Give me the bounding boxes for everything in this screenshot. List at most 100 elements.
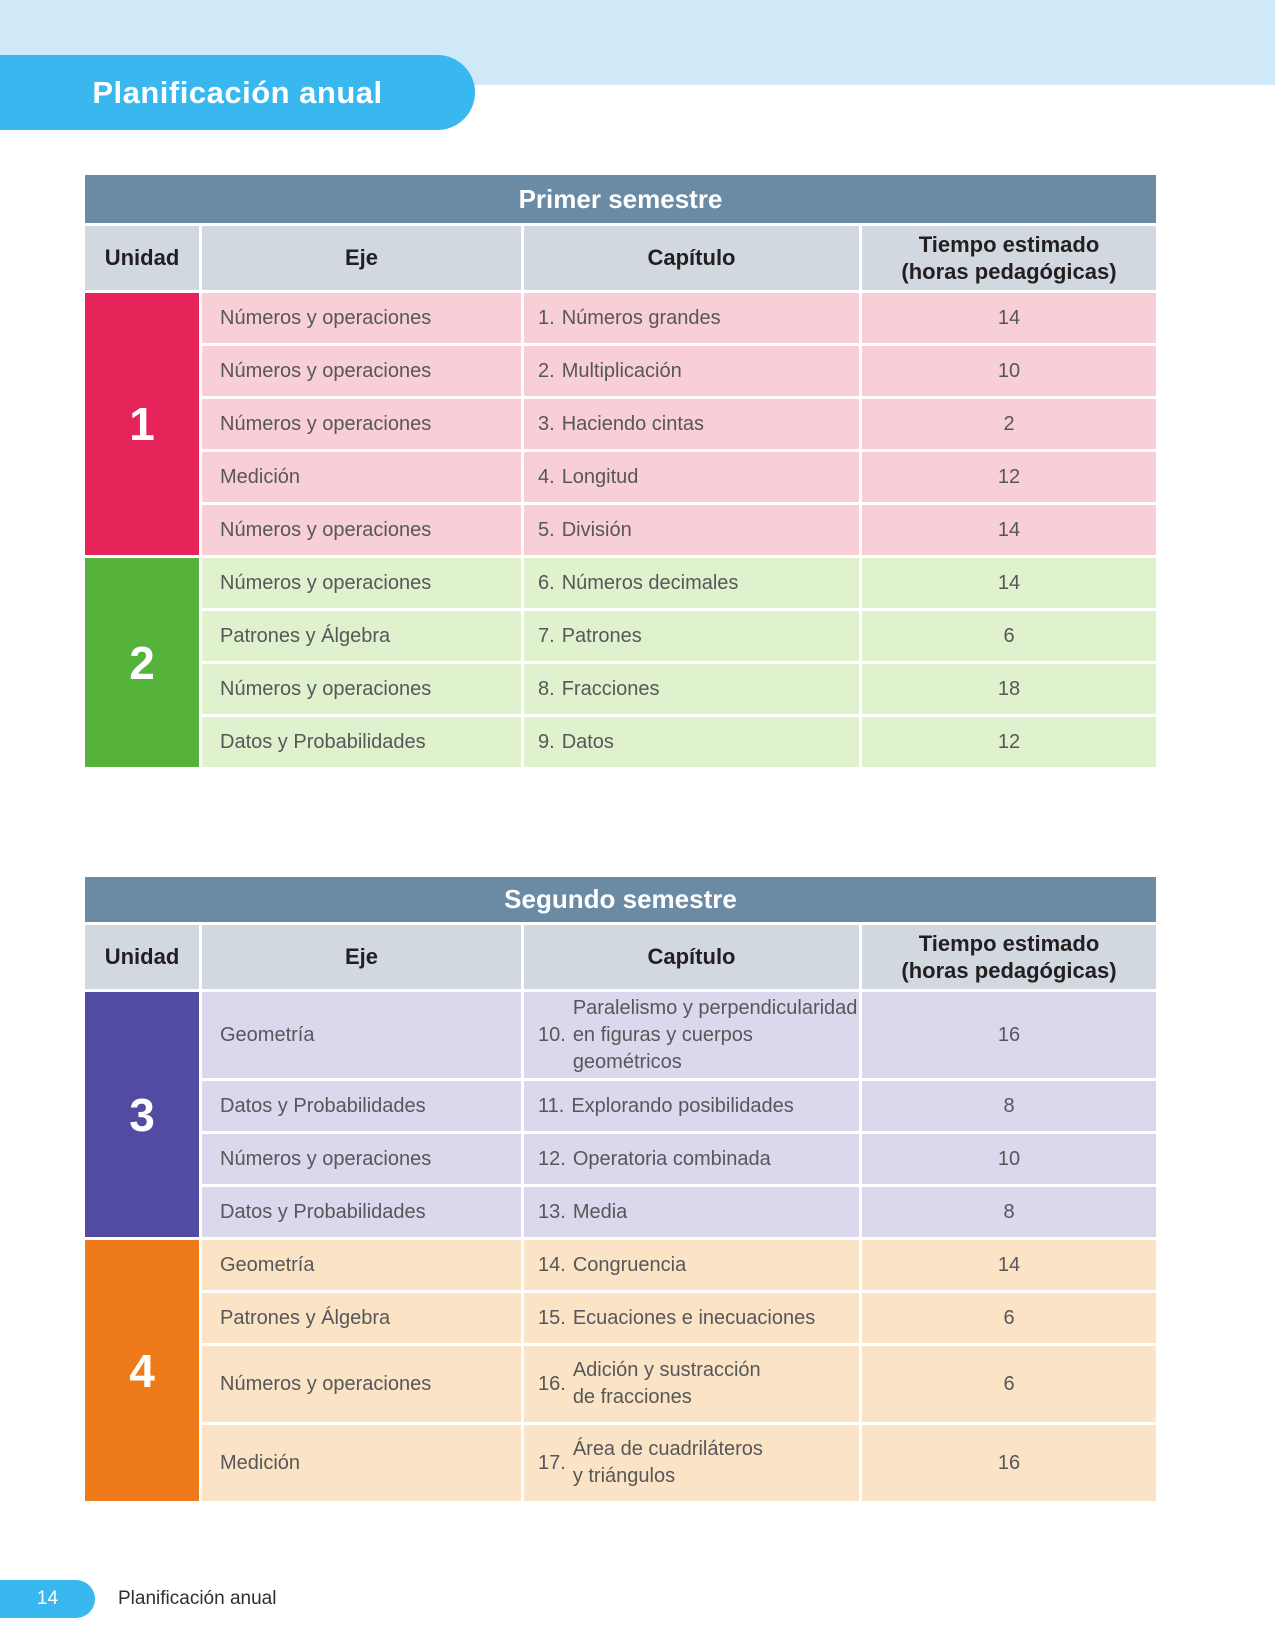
table-row: Medición 4. Longitud 12 <box>202 452 1156 502</box>
horas-cell: 14 <box>862 1240 1156 1290</box>
table-row: Datos y Probabilidades 11. Explorando po… <box>202 1081 1156 1131</box>
unit-3-rows: Geometría 10. Paralelismo y perpendicula… <box>202 992 1156 1237</box>
chapter-title: Fracciones <box>561 677 660 700</box>
tiempo-line2: (horas pedagógicas) <box>901 259 1117 284</box>
chapter-number: 12. <box>538 1147 566 1170</box>
semester-title: Primer semestre <box>85 175 1156 223</box>
chapter-number: 9. <box>538 730 555 753</box>
chapter-title: Paralelismo y perpendicularidad en figur… <box>572 996 858 1073</box>
unit-1-rows: Números y operaciones 1. Números grandes… <box>202 293 1156 555</box>
chapter-number: 10. <box>538 1023 566 1046</box>
chapter-title: Longitud <box>561 465 639 488</box>
capitulo-cell: 6. Números decimales <box>524 558 859 608</box>
eje-cell: Datos y Probabilidades <box>202 717 521 767</box>
table-row: Geometría 14. Congruencia 14 <box>202 1240 1156 1290</box>
page-title-pill: Planificación anual <box>0 55 475 130</box>
chapter-number: 17. <box>538 1451 566 1474</box>
page-number: 14 <box>36 1588 59 1609</box>
footer-section-label: Planificación anual <box>118 1588 277 1609</box>
column-header-eje: Eje <box>202 925 521 989</box>
table-row: Números y operaciones 16. Adición y sust… <box>202 1346 1156 1422</box>
table-row: Datos y Probabilidades 13. Media 8 <box>202 1187 1156 1237</box>
capitulo-cell: 10. Paralelismo y perpendicularidad en f… <box>524 992 859 1078</box>
table-primer-semestre: Primer semestre Unidad Eje Capítulo Tiem… <box>85 175 1156 767</box>
horas-cell: 16 <box>862 1425 1156 1501</box>
table-row: Patrones y Álgebra 7. Patrones 6 <box>202 611 1156 661</box>
table-row: Números y operaciones 6. Números decimal… <box>202 558 1156 608</box>
horas-cell: 12 <box>862 717 1156 767</box>
unit-2-block: 2 Números y operaciones 6. Números decim… <box>85 558 1156 767</box>
chapter-number: 3. <box>538 412 555 435</box>
eje-cell: Medición <box>202 1425 521 1501</box>
column-header-tiempo: Tiempo estimado (horas pedagógicas) <box>862 925 1156 989</box>
chapter-title: División <box>561 518 632 541</box>
chapter-number: 4. <box>538 465 555 488</box>
table-segundo-semestre: Segundo semestre Unidad Eje Capítulo Tie… <box>85 877 1156 1501</box>
table-row: Medición 17. Área de cuadriláteros y tri… <box>202 1425 1156 1501</box>
unit-1-number: 1 <box>85 293 199 555</box>
capitulo-cell: 3. Haciendo cintas <box>524 399 859 449</box>
column-header-unidad: Unidad <box>85 925 199 989</box>
eje-cell: Números y operaciones <box>202 293 521 343</box>
eje-cell: Medición <box>202 452 521 502</box>
column-header-capitulo: Capítulo <box>524 925 859 989</box>
horas-cell: 14 <box>862 505 1156 555</box>
capitulo-cell: 7. Patrones <box>524 611 859 661</box>
chapter-title: Congruencia <box>572 1253 687 1276</box>
capitulo-cell: 2. Multiplicación <box>524 346 859 396</box>
eje-cell: Números y operaciones <box>202 399 521 449</box>
chapter-title: Media <box>572 1200 628 1223</box>
unit-2-rows: Números y operaciones 6. Números decimal… <box>202 558 1156 767</box>
unit-4-block: 4 Geometría 14. Congruencia 14 Patrones … <box>85 1240 1156 1501</box>
capitulo-cell: 4. Longitud <box>524 452 859 502</box>
chapter-title: Operatoria combinada <box>572 1147 771 1170</box>
column-header-row: Unidad Eje Capítulo Tiempo estimado (hor… <box>85 925 1156 989</box>
unit-3-number: 3 <box>85 992 199 1237</box>
chapter-number: 2. <box>538 359 555 382</box>
page-number-pill: 14 <box>0 1580 95 1618</box>
chapter-title: Datos <box>561 730 614 753</box>
horas-cell: 14 <box>862 293 1156 343</box>
horas-cell: 14 <box>862 558 1156 608</box>
column-header-tiempo: Tiempo estimado (horas pedagógicas) <box>862 226 1156 290</box>
capitulo-cell: 17. Área de cuadriláteros y triángulos <box>524 1425 859 1501</box>
chapter-title: Multiplicación <box>561 359 682 382</box>
capitulo-cell: 12. Operatoria combinada <box>524 1134 859 1184</box>
chapter-title: Números decimales <box>561 571 739 594</box>
page-title: Planificación anual <box>92 74 383 110</box>
column-header-eje: Eje <box>202 226 521 290</box>
eje-cell: Números y operaciones <box>202 558 521 608</box>
capitulo-cell: 9. Datos <box>524 717 859 767</box>
eje-cell: Números y operaciones <box>202 664 521 714</box>
chapter-number: 13. <box>538 1200 566 1223</box>
chapter-title: Explorando posibilidades <box>571 1094 794 1117</box>
capitulo-cell: 14. Congruencia <box>524 1240 859 1290</box>
unit-4-rows: Geometría 14. Congruencia 14 Patrones y … <box>202 1240 1156 1501</box>
table-row: Números y operaciones 5. División 14 <box>202 505 1156 555</box>
unit-4-number: 4 <box>85 1240 199 1501</box>
eje-cell: Geometría <box>202 1240 521 1290</box>
chapter-number: 6. <box>538 571 555 594</box>
table-row: Números y operaciones 2. Multiplicación … <box>202 346 1156 396</box>
horas-cell: 6 <box>862 1346 1156 1422</box>
eje-cell: Números y operaciones <box>202 1134 521 1184</box>
chapter-title: Área de cuadriláteros y triángulos <box>572 1438 763 1487</box>
table-row: Geometría 10. Paralelismo y perpendicula… <box>202 992 1156 1078</box>
capitulo-cell: 11. Explorando posibilidades <box>524 1081 859 1131</box>
table-row: Números y operaciones 8. Fracciones 18 <box>202 664 1156 714</box>
unit-1-block: 1 Números y operaciones 1. Números grand… <box>85 293 1156 555</box>
eje-cell: Números y operaciones <box>202 1346 521 1422</box>
tiempo-line1: Tiempo estimado <box>918 930 1100 956</box>
capitulo-cell: 5. División <box>524 505 859 555</box>
horas-cell: 18 <box>862 664 1156 714</box>
capitulo-cell: 1. Números grandes <box>524 293 859 343</box>
chapter-number: 7. <box>538 624 555 647</box>
table-row: Datos y Probabilidades 9. Datos 12 <box>202 717 1156 767</box>
chapter-number: 1. <box>538 306 555 329</box>
capitulo-cell: 13. Media <box>524 1187 859 1237</box>
column-header-unidad: Unidad <box>85 226 199 290</box>
chapter-title: Haciendo cintas <box>561 412 704 435</box>
eje-cell: Números y operaciones <box>202 346 521 396</box>
capitulo-cell: 8. Fracciones <box>524 664 859 714</box>
horas-cell: 10 <box>862 346 1156 396</box>
